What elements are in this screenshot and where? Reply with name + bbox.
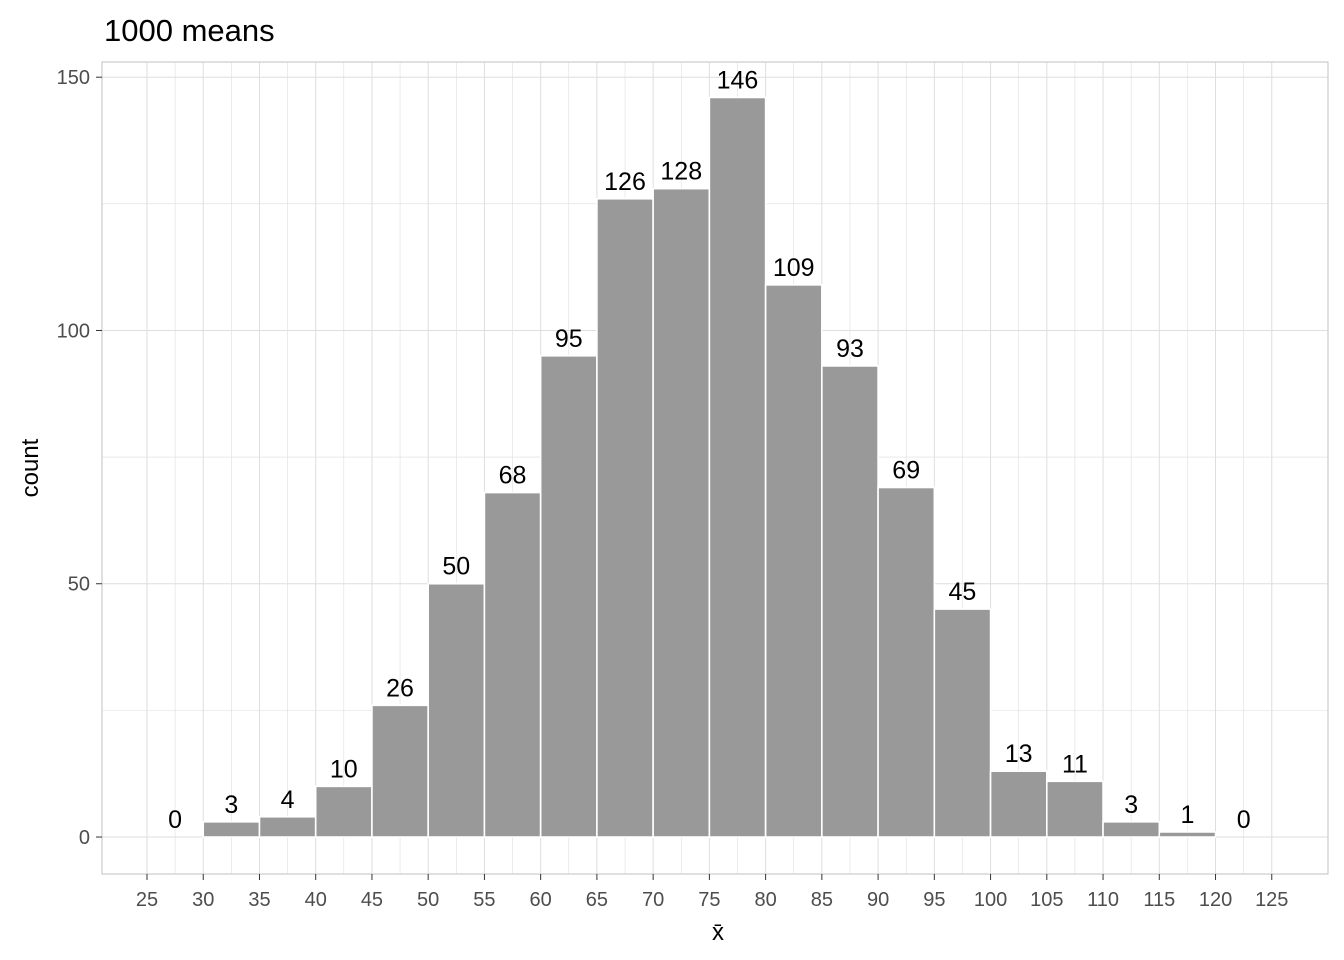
x-tick-label: 100 [974,889,1007,911]
x-tick-label: 75 [698,889,720,911]
x-axis-label: x̄ [712,919,724,946]
x-tick-label: 50 [417,889,439,911]
histogram-bar [539,354,598,838]
bar-count-label: 69 [892,457,920,485]
y-tick-label: 50 [68,574,90,596]
x-tick-label: 55 [473,889,495,911]
bar-count-label: 0 [1237,806,1251,834]
y-tick-label: 100 [57,320,90,342]
x-tick-label: 80 [754,889,776,911]
histogram-bar [371,704,429,838]
x-tick-label: 60 [530,889,552,911]
x-tick-label: 95 [923,889,945,911]
histogram-bar [933,608,992,838]
x-axis-ticks: 25 30 35 40 45 50 55 60 65 70 75 80 85 90 95 100 105 110 1… [136,874,1288,911]
histogram-bar [652,187,711,838]
histogram-bar [877,486,936,838]
histogram-bar [427,582,486,838]
x-tick-label: 110 [1087,889,1119,911]
histogram-bar [708,96,767,838]
histogram-bar [483,491,542,838]
histogram-bar [821,365,879,838]
histogram-bar [1102,821,1161,838]
x-tick-label: 45 [361,889,383,911]
bar-count-label: 1 [1180,801,1194,829]
histogram-bar [1158,831,1217,838]
bar-count-label: 93 [836,335,864,363]
y-axis-ticks: 0 50 100 150 [57,67,102,849]
y-axis-label: count [17,438,44,497]
bar-count-label: 45 [949,578,977,606]
histogram-bar [764,284,823,838]
bar-count-label: 0 [168,806,182,834]
bars [202,96,1217,838]
x-tick-label: 125 [1255,889,1288,911]
x-tick-label: 120 [1199,889,1232,911]
bar-count-label: 10 [330,755,358,783]
bar-count-label: 68 [499,462,527,490]
x-tick-label: 25 [136,889,158,911]
bar-count-label: 3 [1124,791,1138,819]
bar-count-label: 50 [442,553,470,581]
bar-count-label: 4 [281,786,295,814]
panel-border [101,61,1329,875]
bar-count-label: 26 [386,674,414,702]
bar-count-label: 95 [555,325,583,353]
histogram-bar [596,197,654,838]
x-tick-label: 115 [1143,889,1175,911]
histogram-bar [1046,780,1104,838]
bar-count-label: 13 [1005,740,1033,768]
x-tick-label: 30 [192,889,214,911]
histogram-bar [989,770,1048,838]
x-tick-label: 40 [305,889,327,911]
x-tick-label: 85 [811,889,833,911]
x-tick-label: 65 [586,889,608,911]
bar-count-label: 126 [604,168,646,196]
chart-title: 1000 means [104,13,275,48]
y-tick-label: 0 [79,827,90,849]
histogram-bar [314,785,373,838]
histogram-bar [258,815,317,838]
x-tick-label: 35 [248,889,270,911]
bar-count-label: 3 [224,791,238,819]
histogram-bar [202,821,261,838]
y-tick-label: 150 [57,67,90,89]
x-tick-label: 90 [867,889,889,911]
bar-count-label: 11 [1062,750,1088,778]
bar-count-label: 128 [660,158,702,186]
bar-count-label: 109 [773,254,815,282]
x-tick-label: 105 [1030,889,1063,911]
bar-count-label: 146 [717,66,759,94]
x-tick-label: 70 [642,889,664,911]
